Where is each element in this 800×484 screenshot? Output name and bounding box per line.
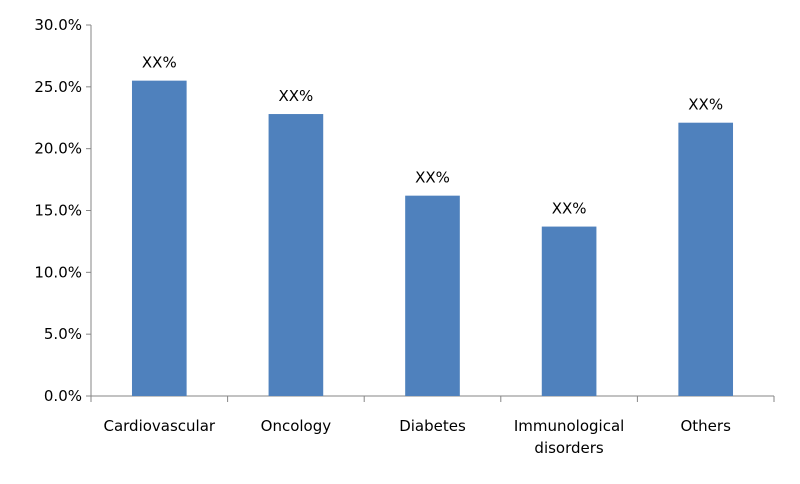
y-tick-label: 20.0% [34, 140, 82, 158]
bar [268, 114, 324, 396]
category-label-line: disorders [534, 439, 604, 457]
y-tick-label: 10.0% [34, 263, 82, 281]
y-axis: 0.0% 5.0% 10.0% 15.0% 20.0% 25.0% 30.0% [34, 16, 92, 405]
y-tick-label: 30.0% [34, 16, 82, 34]
y-tick-label: 5.0% [44, 325, 82, 343]
category-label-line: Diabetes [399, 417, 466, 435]
category-label-line: Others [680, 417, 731, 435]
data-label: XX% [552, 200, 587, 218]
x-axis: Cardiovascular Oncology Diabetes Immunologi… [90, 395, 775, 457]
category-label-line: Immunological [514, 417, 624, 435]
category-label: Others [680, 417, 731, 435]
y-tick-label: 25.0% [34, 78, 82, 96]
y-tick-label: 0.0% [44, 387, 82, 405]
bar [541, 226, 597, 396]
data-label: XX% [415, 169, 450, 187]
bar [678, 122, 734, 397]
category-label: Diabetes [399, 417, 466, 435]
data-labels: XX% XX% XX% XX% XX% [142, 54, 723, 218]
data-label: XX% [278, 87, 313, 105]
category-label-line: Oncology [261, 417, 332, 435]
bar [405, 195, 460, 396]
bars [131, 80, 734, 397]
category-label: Immunological disorders [514, 417, 624, 457]
category-label: Oncology [261, 417, 332, 435]
category-label-line: Cardiovascular [103, 417, 215, 435]
data-label: XX% [688, 96, 723, 114]
bar [131, 80, 187, 397]
category-label: Cardiovascular [103, 417, 215, 435]
y-tick-label: 15.0% [34, 202, 82, 220]
data-label: XX% [142, 54, 177, 72]
